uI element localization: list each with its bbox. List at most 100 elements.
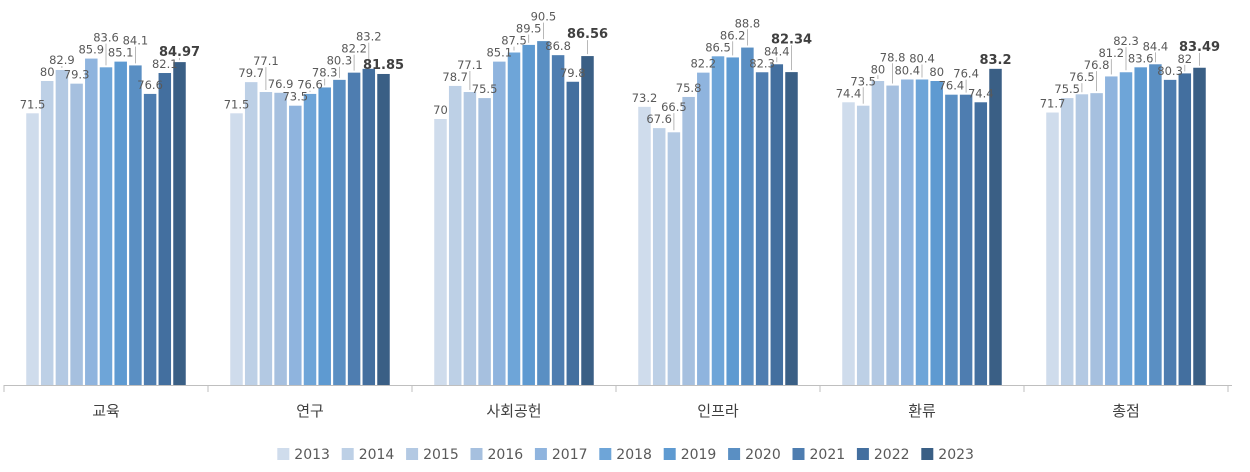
data-label-2013-5: 71.7	[1040, 97, 1066, 111]
bar-2019-3	[726, 57, 739, 385]
bar-2022-4	[975, 102, 988, 385]
bar-2019-4	[930, 81, 943, 385]
data-label-2014-1: 79.7	[238, 66, 264, 80]
bar-2015-4	[872, 81, 885, 385]
data-label-2013-2: 70	[433, 103, 448, 117]
legend-item-2015: 2015	[406, 447, 459, 463]
data-label-2017-1: 73.5	[282, 90, 308, 104]
data-label-2019-5: 83.6	[1128, 51, 1154, 65]
data-label-2021-4: 76.4	[953, 67, 979, 81]
legend-label: 2021	[810, 447, 846, 463]
bar-2018-2	[508, 53, 521, 386]
bar-2019-5	[1134, 67, 1147, 385]
bar-2015-0	[56, 70, 69, 385]
legend-item-2014: 2014	[342, 447, 395, 463]
category-label: 총점	[1112, 402, 1140, 420]
data-label-2015-1: 77.1	[253, 54, 279, 68]
legend-swatch	[793, 448, 805, 460]
bar-2021-0	[144, 94, 157, 385]
bar-2015-3	[668, 132, 681, 385]
category-label: 교육	[92, 402, 120, 420]
data-label-2023-1: 81.85	[363, 58, 404, 73]
category-label: 연구	[296, 402, 324, 420]
bar-2014-3	[653, 128, 666, 385]
data-label-2016-0: 79.3	[64, 68, 90, 82]
legend-item-2017: 2017	[535, 447, 588, 463]
data-label-2019-3: 86.2	[720, 28, 746, 42]
bar-2023-4	[989, 69, 1002, 385]
data-label-2023-5: 83.49	[1179, 40, 1220, 55]
data-label-2013-4: 74.4	[836, 86, 862, 100]
legend-label: 2014	[359, 447, 395, 463]
bar-2021-3	[756, 72, 769, 385]
data-label-2013-0: 71.5	[20, 97, 46, 111]
data-label-2018-4: 80.4	[909, 51, 935, 65]
legend-swatch	[342, 448, 354, 460]
legend-swatch	[728, 448, 740, 460]
data-label-2023-4: 83.2	[979, 53, 1011, 68]
legend-swatch	[599, 448, 611, 460]
bar-2022-0	[159, 73, 172, 385]
legend-item-2016: 2016	[471, 447, 524, 463]
bar-2020-0	[129, 65, 142, 385]
legend-label: 2017	[552, 447, 588, 463]
data-label-2015-3: 66.5	[661, 100, 687, 114]
data-label-2014-5: 75.5	[1054, 82, 1080, 96]
legend-swatch	[471, 448, 483, 460]
data-label-2021-5: 80.3	[1157, 64, 1183, 78]
bar-2013-4	[842, 102, 855, 385]
data-label-2014-2: 78.7	[442, 70, 468, 84]
bar-2023-0	[173, 62, 186, 385]
data-label-2015-5: 76.5	[1069, 70, 1095, 84]
bar-2014-5	[1061, 98, 1074, 385]
data-label-2023-2: 86.56	[567, 27, 608, 42]
legend-item-2019: 2019	[664, 447, 717, 463]
data-label-2014-3: 67.6	[646, 112, 672, 126]
bar-2023-5	[1193, 68, 1206, 385]
bar-2022-1	[363, 69, 376, 385]
data-label-2018-2: 87.5	[501, 34, 527, 48]
data-label-2016-2: 75.5	[472, 82, 498, 96]
data-label-2022-4: 74.4	[968, 86, 994, 100]
bar-2016-1	[274, 93, 287, 385]
bars-layer	[26, 41, 1206, 385]
bar-2015-5	[1076, 94, 1089, 385]
bar-2019-2	[522, 45, 535, 385]
data-label-2016-3: 75.8	[676, 81, 702, 95]
bar-2023-1	[377, 74, 390, 385]
data-label-2018-1: 76.6	[297, 78, 323, 92]
bar-2022-2	[567, 82, 580, 385]
bar-2017-5	[1105, 76, 1118, 385]
data-label-2021-3: 82.3	[749, 56, 775, 70]
legend-label: 2019	[681, 447, 717, 463]
bar-2013-0	[26, 113, 39, 385]
bar-2017-3	[697, 73, 710, 385]
bar-2021-4	[960, 95, 973, 385]
data-label-2020-1: 80.3	[327, 54, 353, 68]
data-label-2016-4: 78.8	[880, 50, 906, 64]
data-label-2018-0: 83.6	[93, 31, 119, 45]
bar-2022-3	[771, 64, 784, 385]
data-label-2015-0: 82.9	[49, 53, 75, 67]
legend: 2013 2014 2015 2016 2017 2018 2019 2020 2021 2022…	[277, 447, 974, 463]
data-label-2021-0: 76.6	[137, 78, 163, 92]
data-label-2022-1: 83.2	[356, 30, 382, 44]
bar-2016-0	[70, 84, 83, 385]
data-label-2017-5: 81.2	[1098, 46, 1124, 60]
legend-swatch	[406, 448, 418, 460]
data-label-2018-3: 86.5	[705, 40, 731, 54]
bar-2019-1	[318, 87, 331, 385]
legend-swatch	[277, 448, 289, 460]
data-label-2023-0: 84.97	[159, 45, 200, 60]
data-label-2013-1: 71.5	[224, 97, 250, 111]
bar-2018-0	[100, 67, 113, 385]
data-label-2019-4: 80	[929, 65, 944, 79]
data-label-2015-4: 80	[871, 62, 886, 76]
data-label-2014-0: 80	[40, 65, 55, 79]
legend-label: 2022	[874, 447, 910, 463]
data-label-2020-2: 90.5	[531, 10, 557, 24]
data-label-2019-2: 89.5	[516, 22, 542, 36]
bar-2017-4	[901, 79, 914, 385]
legend-label: 2016	[488, 447, 524, 463]
x-axis: 교육 연구 사회공헌 인프라 환류 총점	[4, 385, 1232, 420]
